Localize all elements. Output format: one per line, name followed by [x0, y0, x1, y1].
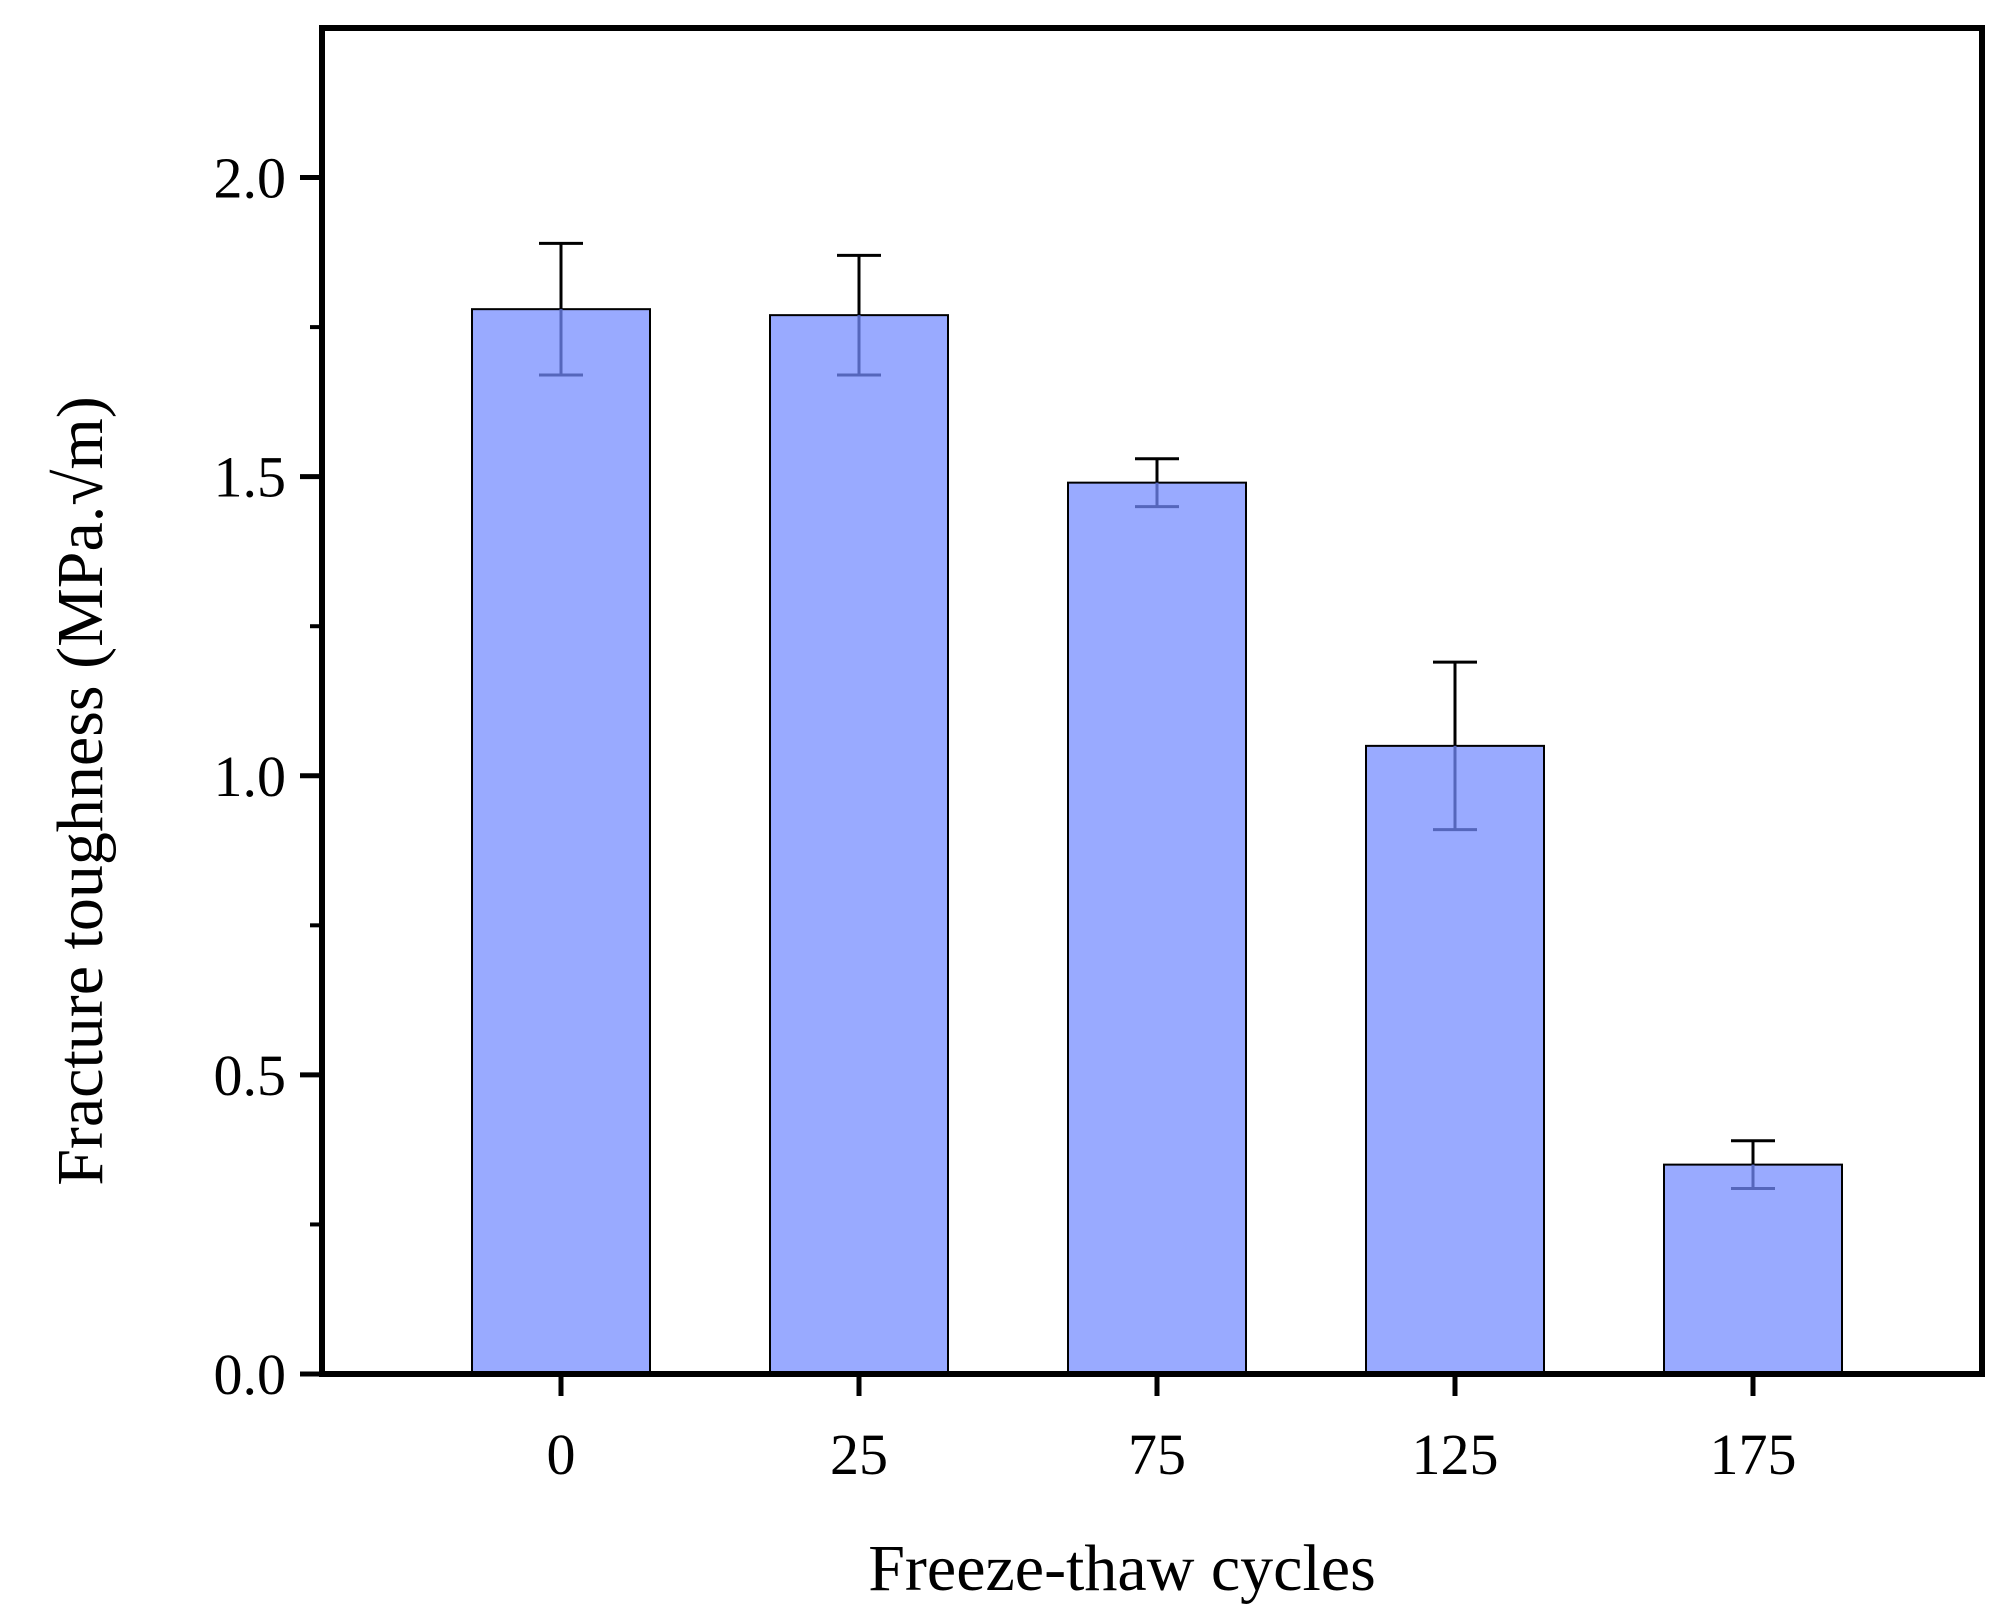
- y-tick-label-1.0: 1.0: [214, 744, 287, 809]
- plot-frame: [319, 25, 1985, 1377]
- bar-0: [471, 308, 651, 1376]
- y-tick-label-0.5: 0.5: [214, 1043, 287, 1108]
- x-tick-label-25: 25: [830, 1422, 888, 1487]
- y-tick-label-1.5: 1.5: [214, 445, 287, 510]
- bar-175: [1663, 1163, 1843, 1375]
- x-tick-label-75: 75: [1128, 1422, 1186, 1487]
- x-axis-title: Freeze-thaw cycles: [868, 1532, 1376, 1605]
- x-tick-label-125: 125: [1412, 1422, 1499, 1487]
- x-tick-label-0: 0: [547, 1422, 576, 1487]
- bar-75: [1067, 481, 1247, 1376]
- error-bars-layer: [539, 241, 1775, 1191]
- y-tick-label-0.0: 0.0: [214, 1342, 287, 1407]
- y-axis-ticks: 0.0 0.5 1.0 1.5 2.0: [214, 146, 322, 1407]
- x-axis-ticks: 0 25 75 125 175: [547, 1374, 1797, 1487]
- y-tick-label-2.0: 2.0: [214, 146, 287, 211]
- bar-125: [1365, 744, 1545, 1375]
- x-tick-label-175: 175: [1710, 1422, 1797, 1487]
- y-axis-title: Fracture toughness (MPa.√m): [44, 396, 117, 1186]
- bar-25: [769, 314, 949, 1376]
